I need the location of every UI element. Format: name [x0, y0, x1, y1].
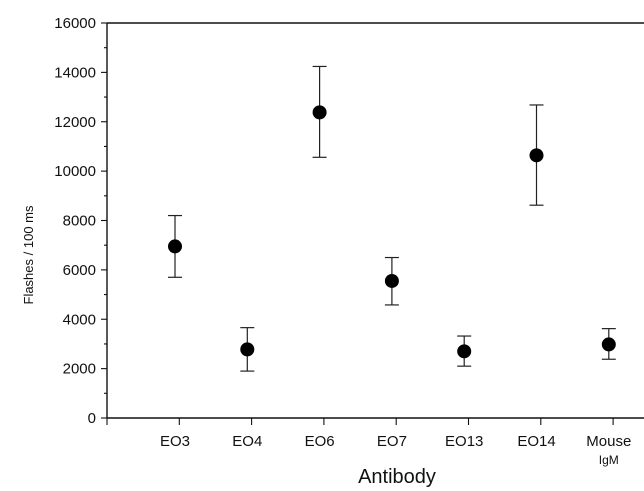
labels-layer: 0 2000 4000 6000 8000 10000 12000 14000 16000 EO3… — [54, 15, 631, 467]
x-tick-label-line: EO4 — [232, 433, 262, 450]
x-tick-label-line: Mouse — [586, 433, 631, 450]
y-tick-label: 10000 — [54, 163, 96, 180]
x-tick-label-line: EO6 — [305, 433, 335, 450]
axes-layer — [101, 22, 644, 425]
data-point — [312, 105, 327, 120]
points-layer — [168, 105, 616, 359]
x-tick-label: EO3 — [160, 433, 190, 450]
x-tick-label: EO13 — [445, 433, 483, 450]
y-tick-label: 12000 — [54, 114, 96, 131]
data-point — [529, 148, 544, 163]
x-tick-label-line: EO7 — [377, 433, 407, 450]
data-point — [384, 273, 399, 288]
x-tick-label-line: EO3 — [160, 433, 190, 450]
y-tick-label: 0 — [88, 410, 96, 427]
y-axis-label: Flashes / 100 ms — [21, 205, 36, 304]
data-point — [240, 342, 255, 357]
error-bars-layer — [168, 65, 616, 372]
x-tick-label: EO7 — [377, 433, 407, 450]
x-tick-label: Mouse IgM — [586, 433, 631, 467]
data-point — [168, 239, 182, 254]
x-tick-label: EO6 — [305, 433, 335, 450]
data-point — [601, 337, 616, 352]
y-tick-label: 16000 — [54, 15, 96, 32]
x-tick-label: EO4 — [232, 433, 262, 450]
x-tick-label-line: IgM — [599, 453, 619, 467]
y-tick-label: 8000 — [63, 213, 96, 230]
x-axis-label: Antibody — [358, 466, 436, 488]
y-tick-label: 14000 — [54, 64, 96, 81]
x-tick-label-line: EO13 — [445, 433, 483, 450]
y-tick-label: 2000 — [63, 361, 96, 378]
y-tick-label: 6000 — [63, 262, 96, 279]
y-tick-label: 4000 — [63, 311, 96, 328]
x-tick-label-line: EO14 — [517, 433, 555, 450]
x-tick-label: EO14 — [517, 433, 555, 450]
data-point — [457, 344, 472, 359]
